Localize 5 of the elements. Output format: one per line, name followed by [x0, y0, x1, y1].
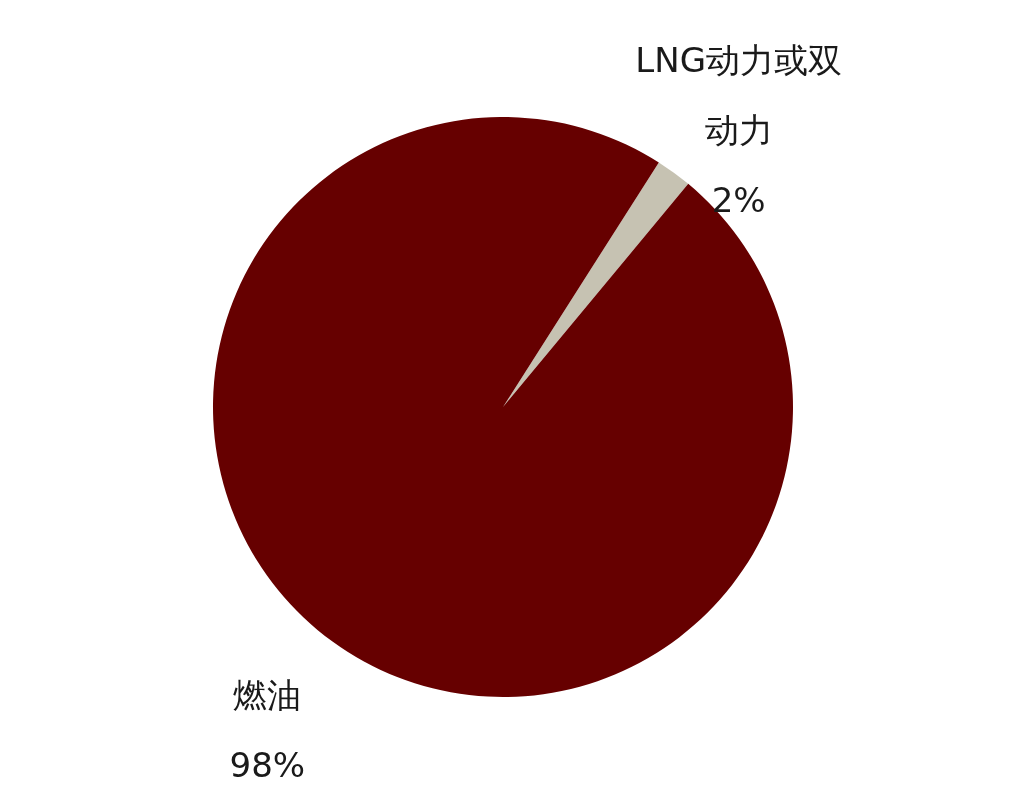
slice-label: 燃油: [232, 674, 303, 717]
data-label: 2%: [710, 179, 767, 222]
data-label: 98%: [228, 744, 307, 787]
slice-label: LNG动力或双动力: [634, 39, 843, 152]
pie-slice: [503, 162, 689, 407]
